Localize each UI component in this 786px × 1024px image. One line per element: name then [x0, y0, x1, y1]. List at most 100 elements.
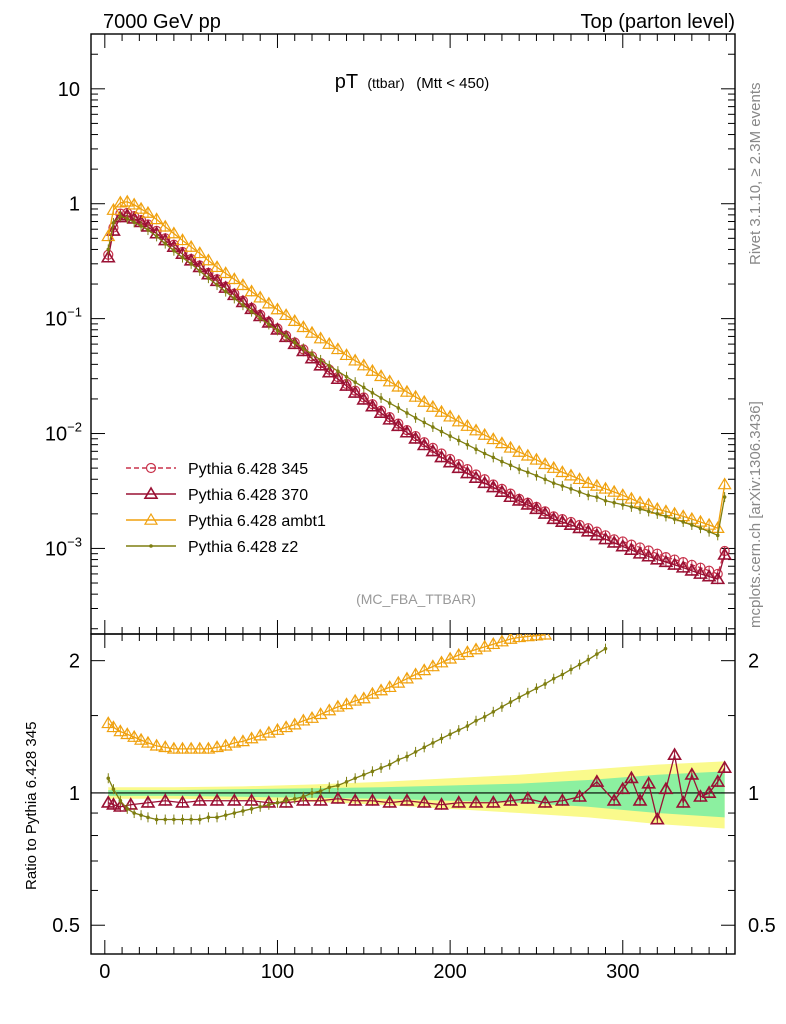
title-sub: (ttbar) [367, 75, 404, 91]
y-tick-label: 1 [69, 783, 80, 805]
data-point [157, 793, 173, 806]
data-point [577, 662, 582, 667]
data-point [606, 535, 622, 548]
data-point [391, 379, 406, 392]
data-point [615, 781, 631, 795]
data-point [295, 793, 311, 806]
data-point [451, 647, 466, 660]
legend-entry: Pythia 6.428 z2 [126, 539, 298, 556]
y-tick-label-right: 0.5 [748, 915, 776, 937]
data-point [465, 724, 470, 728]
data-point [330, 371, 346, 385]
data-point [209, 260, 225, 273]
data-point [330, 791, 346, 804]
header-right-label: Top (parton level) [580, 11, 735, 33]
data-point [667, 557, 682, 570]
data-point [166, 741, 181, 754]
data-point [658, 554, 674, 568]
data-point [517, 695, 521, 700]
data-point [189, 817, 193, 822]
data-point [503, 489, 518, 503]
data-point [284, 334, 288, 339]
data-point [534, 686, 539, 691]
data-point [197, 817, 202, 822]
data-point [658, 781, 674, 795]
data-point [520, 634, 535, 642]
y-tick-label: 10−3 [45, 534, 82, 560]
data-point [560, 484, 565, 488]
data-point [577, 490, 582, 494]
data-point [474, 447, 478, 452]
data-point [218, 266, 233, 279]
data-point [717, 547, 733, 560]
data-point [166, 226, 181, 239]
legend-entry: Pythia 6.428 345 [126, 461, 308, 478]
data-point [370, 391, 375, 395]
data-point [722, 495, 727, 499]
data-point [175, 233, 190, 246]
data-point [546, 460, 561, 473]
data-point [339, 348, 354, 361]
data-point [146, 815, 150, 820]
data-point [503, 634, 518, 644]
data-point [416, 795, 432, 808]
analysis-tag: (MC_FBA_TTBAR) [356, 591, 476, 607]
data-point [422, 745, 427, 750]
data-point [139, 813, 143, 817]
data-point [356, 358, 371, 371]
data-point [569, 487, 573, 491]
data-point [503, 440, 518, 453]
data-point [175, 741, 190, 754]
data-point [365, 398, 380, 412]
data-point [485, 479, 501, 493]
data-point [603, 498, 608, 503]
data-point [118, 214, 123, 218]
data-point [184, 239, 199, 252]
data-point [612, 500, 616, 505]
x-tick-label: 300 [606, 961, 639, 983]
data-point [172, 817, 176, 822]
data-point [101, 716, 116, 729]
data-point [370, 769, 375, 774]
data-point [486, 637, 501, 650]
data-point [529, 501, 544, 515]
data-point [632, 793, 648, 806]
data-point [113, 724, 128, 737]
data-point [534, 473, 539, 478]
data-point [598, 531, 613, 545]
data-point [425, 443, 441, 457]
data-point [672, 517, 677, 521]
data-point [158, 219, 173, 232]
data-point [125, 216, 130, 221]
data-point [227, 735, 242, 748]
data-point [241, 809, 245, 813]
data-point [192, 246, 207, 259]
data-point [717, 760, 733, 773]
data-point [140, 205, 156, 218]
data-point [149, 544, 153, 548]
data-point [327, 363, 332, 368]
data-point [365, 363, 380, 376]
data-point [197, 269, 202, 273]
data-point [106, 720, 121, 733]
data-point [261, 296, 276, 309]
data-point [606, 793, 622, 806]
legend-entry: Pythia 6.428 370 [126, 486, 308, 504]
data-point [201, 253, 216, 266]
data-point [348, 353, 363, 366]
data-point [382, 412, 398, 425]
data-point [279, 308, 294, 321]
data-point [554, 514, 570, 527]
series-pythia-6-428-z2 [106, 211, 727, 541]
data-point [538, 457, 553, 470]
data-point [318, 358, 323, 362]
data-point [526, 691, 530, 695]
data-point [560, 672, 565, 677]
data-point [361, 772, 366, 777]
data-point [382, 374, 397, 387]
data-point [526, 470, 530, 475]
data-point [586, 493, 591, 498]
data-point [296, 713, 311, 726]
data-point [408, 389, 423, 402]
data-point [344, 780, 349, 784]
